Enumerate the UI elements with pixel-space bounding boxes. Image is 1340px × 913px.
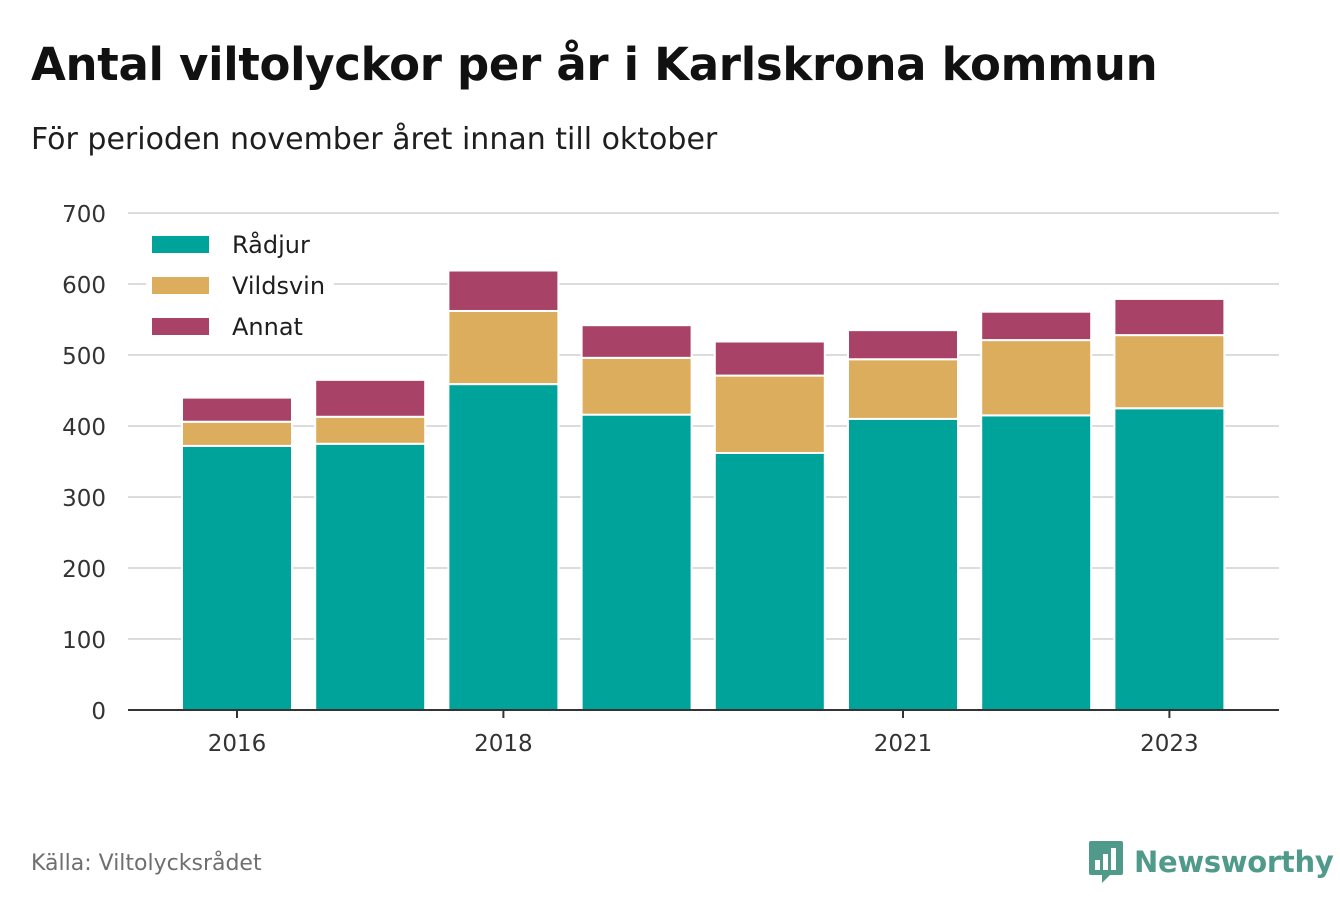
bar-segment-annat-2017 — [314, 378, 427, 418]
bar-segment-rådjur-2023 — [1113, 407, 1226, 711]
y-axis-ticks: 0 100 200 300 400 500 600 700 — [62, 202, 106, 725]
y-tick-label: 100 — [62, 628, 106, 654]
x-tick-label: 2016 — [208, 731, 267, 757]
bar-segment-annat-2021 — [847, 329, 959, 361]
y-tick-label: 600 — [62, 273, 106, 299]
bar-segment-rådjur-2018 — [447, 383, 560, 711]
bar-segment-rådjur-2022 — [980, 414, 1093, 711]
bar-segment-annat-2023 — [1113, 297, 1226, 337]
newsworthy-logo-icon — [1089, 841, 1123, 883]
bar-segment-annat-2020 — [713, 340, 826, 377]
x-axis-ticks: 2016 2018 2021 2023 — [208, 710, 1199, 757]
legend-label-annat: Annat — [232, 313, 303, 341]
bar-segment-annat-2018 — [447, 269, 560, 312]
y-tick-label: 500 — [62, 344, 106, 370]
brand-logo: Newsworthy — [1088, 840, 1334, 884]
x-tick-label: 2018 — [474, 731, 533, 757]
legend-label-rådjur: Rådjur — [232, 230, 310, 259]
chart-title: Antal viltolyckor per år i Karlskrona ko… — [31, 38, 1158, 91]
bar-segment-vildsvin-2020 — [713, 374, 826, 454]
y-tick-label: 700 — [62, 202, 106, 228]
bar-segment-vildsvin-2017 — [314, 415, 427, 445]
brand-name: Newsworthy — [1134, 845, 1334, 879]
bar-segment-vildsvin-2019 — [580, 356, 693, 416]
legend: Rådjur Vildsvin Annat — [146, 222, 334, 352]
bar-segment-vildsvin-2023 — [1113, 334, 1226, 410]
y-tick-label: 300 — [62, 486, 106, 512]
y-tick-label: 0 — [91, 699, 106, 725]
legend-label-vildsvin: Vildsvin — [232, 272, 325, 300]
bar-segment-annat-2022 — [980, 310, 1093, 342]
legend-swatch-annat — [152, 318, 209, 335]
legend-swatch-rådjur — [152, 236, 209, 253]
x-tick-label: 2023 — [1140, 731, 1199, 757]
bar-segment-vildsvin-2022 — [980, 339, 1093, 417]
chart-subtitle: För perioden november året innan till ok… — [31, 122, 718, 157]
legend-swatch-vildsvin — [152, 277, 209, 294]
bar-segment-rådjur-2019 — [580, 413, 693, 711]
bar-segment-annat-2016 — [181, 396, 293, 423]
bar-segment-rådjur-2017 — [314, 442, 427, 711]
bar-segment-vildsvin-2016 — [181, 420, 293, 447]
bar-segment-rådjur-2016 — [181, 444, 293, 711]
bar-segment-vildsvin-2018 — [447, 309, 560, 386]
bar-segment-rådjur-2021 — [847, 417, 959, 711]
bar-segment-rådjur-2020 — [713, 451, 826, 711]
bar-segment-vildsvin-2021 — [847, 358, 959, 420]
bars — [181, 269, 1226, 711]
source-note: Källa: Viltolycksrådet — [31, 851, 262, 876]
x-tick-label: 2021 — [874, 731, 933, 757]
y-tick-label: 400 — [62, 415, 106, 441]
y-tick-label: 200 — [62, 557, 106, 583]
bar-segment-annat-2019 — [580, 324, 693, 359]
